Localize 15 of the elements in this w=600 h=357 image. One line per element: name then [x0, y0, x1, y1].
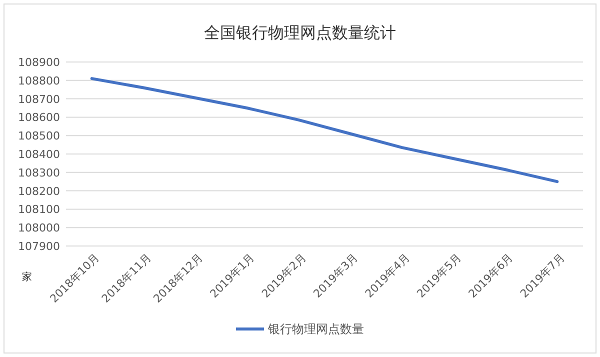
y-tick-label: 108200 [18, 184, 60, 198]
chart-title: 全国银行物理网点数量统计 [204, 23, 396, 42]
line-series [90, 77, 559, 184]
y-tick-label: 108600 [18, 111, 60, 124]
legend-label: 银行物理网点数量 [267, 322, 364, 336]
y-tick-label: 107900 [18, 240, 60, 253]
y-tick-label: 108400 [18, 148, 60, 161]
y-tick-label: 108100 [18, 203, 60, 216]
y-tick-label: 108900 [18, 56, 60, 69]
y-tick-label: 108300 [18, 166, 60, 180]
y-tick-label: 108800 [18, 74, 60, 88]
y-tick-label: 108700 [18, 92, 60, 106]
y-tick-label: 108000 [18, 222, 60, 235]
y-axis-title: 家 [22, 271, 32, 283]
y-tick-label: 108500 [18, 130, 60, 143]
